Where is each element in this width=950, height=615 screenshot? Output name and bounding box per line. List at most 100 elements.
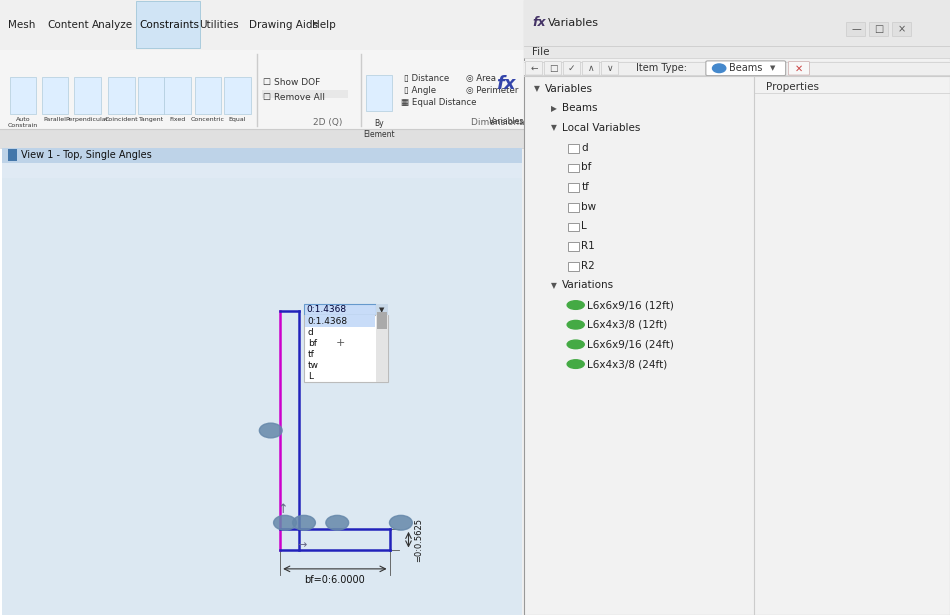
Bar — [10, 77, 36, 114]
Text: Parallel: Parallel — [44, 117, 66, 122]
Circle shape — [712, 64, 726, 73]
Text: d: d — [308, 328, 314, 336]
Text: ☐ Remove All: ☐ Remove All — [263, 93, 325, 101]
Bar — [568, 242, 579, 251]
Text: Local Variables: Local Variables — [562, 123, 641, 133]
Text: Variables: Variables — [545, 84, 594, 93]
Circle shape — [326, 515, 349, 530]
Bar — [108, 77, 135, 114]
Text: Fixed: Fixed — [169, 117, 186, 122]
Text: L: L — [308, 372, 313, 381]
Text: R1: R1 — [581, 241, 595, 251]
Text: Fixed: Fixed — [651, 117, 665, 122]
Text: ▼: ▼ — [379, 307, 385, 313]
Bar — [784, 77, 810, 114]
Text: ▯ Distance: ▯ Distance — [404, 74, 449, 82]
Text: □: □ — [549, 64, 557, 73]
Bar — [305, 315, 375, 327]
Bar — [262, 90, 348, 98]
Text: —: — — [851, 24, 861, 34]
Text: 3D
Dimension: 3D Dimension — [701, 117, 730, 128]
Text: Analyze: Analyze — [92, 20, 133, 30]
Text: Coincident: Coincident — [104, 117, 139, 122]
Text: Beams: Beams — [562, 103, 598, 113]
Text: □: □ — [874, 24, 884, 34]
Text: Auto
Constrain: Auto Constrain — [8, 117, 38, 128]
FancyBboxPatch shape — [136, 1, 200, 48]
Text: Drawing Aids: Drawing Aids — [249, 20, 318, 30]
Bar — [561, 77, 588, 114]
Circle shape — [259, 423, 282, 438]
Text: Properties: Properties — [766, 82, 819, 92]
Text: Content: Content — [48, 20, 89, 30]
Bar — [164, 77, 191, 114]
FancyBboxPatch shape — [849, 2, 946, 49]
Bar — [376, 304, 388, 315]
Text: ▼: ▼ — [534, 84, 540, 93]
Bar — [533, 77, 560, 114]
Circle shape — [390, 515, 412, 530]
Bar — [524, 0, 950, 615]
Text: ∧: ∧ — [588, 64, 594, 73]
Bar — [702, 77, 729, 114]
Bar — [568, 262, 579, 271]
Text: Variables: Variables — [548, 18, 599, 28]
Text: Concentric: Concentric — [671, 117, 699, 122]
Bar — [568, 203, 579, 212]
Text: 3D (F): 3D (F) — [727, 119, 755, 127]
Bar — [0, 129, 950, 148]
Text: +: + — [335, 338, 345, 348]
Text: L6x6x9/16 (12ft): L6x6x9/16 (12ft) — [587, 300, 674, 310]
Bar — [568, 183, 579, 192]
Text: bf=0:6.0000: bf=0:6.0000 — [305, 575, 365, 585]
Bar — [524, 45, 950, 58]
Text: By
Element: By Element — [363, 119, 395, 139]
Bar — [74, 77, 101, 114]
Text: ☐ Show DOF: ☐ Show DOF — [263, 78, 320, 87]
Text: ×: × — [898, 24, 905, 34]
FancyBboxPatch shape — [563, 62, 580, 75]
Text: File: File — [532, 47, 549, 57]
Text: Concentric: Concentric — [191, 117, 225, 122]
Bar — [366, 75, 392, 111]
Text: =0:0.5625: =0:0.5625 — [414, 518, 423, 561]
Bar — [304, 315, 388, 382]
FancyBboxPatch shape — [846, 22, 865, 36]
Bar — [0, 50, 950, 129]
Bar — [568, 164, 579, 172]
Text: R2: R2 — [581, 261, 595, 271]
Text: bw: bw — [581, 202, 597, 212]
Bar — [524, 0, 950, 46]
Text: L6x6x9/16 (24ft): L6x6x9/16 (24ft) — [587, 339, 674, 349]
FancyBboxPatch shape — [869, 22, 888, 36]
Bar — [195, 77, 221, 114]
FancyBboxPatch shape — [601, 62, 618, 75]
Text: ▼: ▼ — [551, 124, 557, 132]
Circle shape — [274, 515, 296, 530]
Text: ▦ Equal Distance: ▦ Equal Distance — [401, 98, 476, 107]
Text: Tangent: Tangent — [139, 117, 163, 122]
Text: L6x4x3/8 (12ft): L6x4x3/8 (12ft) — [587, 320, 667, 330]
Text: ∨: ∨ — [607, 64, 613, 73]
Text: Manipulate
3D Constraint: Manipulate 3D Constraint — [737, 117, 775, 128]
Text: L6x4x3/8 (24ft): L6x4x3/8 (24ft) — [587, 359, 667, 369]
Text: fx: fx — [497, 74, 516, 93]
Text: d: d — [581, 143, 588, 153]
Ellipse shape — [567, 320, 584, 329]
Text: L: L — [581, 221, 587, 231]
Bar — [2, 178, 522, 615]
Text: Help: Help — [312, 20, 335, 30]
FancyBboxPatch shape — [525, 62, 542, 75]
Text: bf: bf — [308, 339, 316, 347]
Text: ▼: ▼ — [551, 281, 557, 290]
Text: Utilities: Utilities — [200, 20, 239, 30]
Text: Perpendicular: Perpendicular — [66, 117, 109, 122]
Text: ↑: ↑ — [277, 502, 289, 516]
Bar — [224, 77, 251, 114]
Bar — [618, 77, 645, 114]
Text: bf: bf — [581, 162, 592, 172]
FancyBboxPatch shape — [544, 62, 561, 75]
Bar — [645, 77, 672, 114]
Bar — [304, 304, 376, 315]
Bar — [672, 77, 698, 114]
